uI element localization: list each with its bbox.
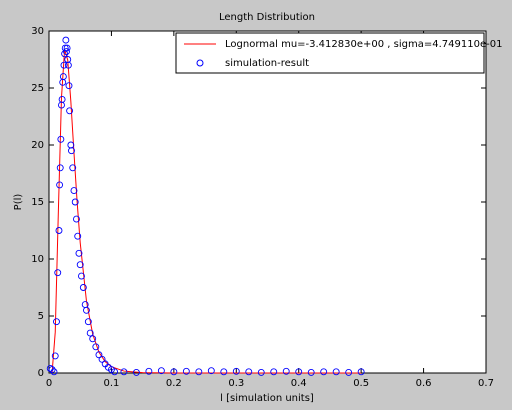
data-point <box>157 367 165 375</box>
data-point <box>89 335 97 343</box>
x-tick-label: 0.6 <box>416 378 432 389</box>
data-point <box>220 368 228 376</box>
data-point <box>95 351 103 359</box>
data-point <box>51 352 59 360</box>
y-tick-label: 15 <box>31 197 44 208</box>
data-point <box>53 318 60 326</box>
y-tick-label: 10 <box>31 254 44 265</box>
data-point <box>257 368 265 376</box>
data-point <box>78 272 85 280</box>
data-point <box>170 368 178 376</box>
data-point <box>120 368 128 376</box>
data-point <box>332 368 340 376</box>
data-point <box>75 249 83 257</box>
data-point <box>145 367 153 375</box>
data-point <box>46 364 54 372</box>
x-axis-label: l [simulation units] <box>220 393 314 404</box>
data-point <box>74 232 82 240</box>
y-tick-label: 5 <box>38 311 44 322</box>
data-point <box>207 367 215 375</box>
y-tick-label: 30 <box>31 26 44 37</box>
data-point <box>71 198 79 206</box>
legend-box <box>175 32 485 74</box>
data-point <box>56 164 64 172</box>
data-point <box>86 329 94 337</box>
legend-label: Lognormal mu=-3.412830e+00 , sigma=4.749… <box>225 39 502 50</box>
data-point <box>111 368 119 376</box>
data-point <box>61 44 69 52</box>
data-point <box>68 147 75 155</box>
data-point <box>58 95 66 103</box>
data-point <box>79 284 87 291</box>
data-point <box>92 343 100 351</box>
data-point <box>63 48 70 55</box>
data-point <box>60 61 68 69</box>
data-point <box>84 318 92 326</box>
data-point <box>295 368 303 376</box>
data-point <box>62 36 70 44</box>
data-point <box>345 368 353 376</box>
data-point <box>245 368 253 376</box>
data-point <box>57 135 65 143</box>
data-point <box>70 187 78 195</box>
data-point <box>83 306 90 314</box>
data-point <box>132 368 140 376</box>
data-point <box>76 261 84 269</box>
data-point <box>98 355 106 363</box>
y-tick-label: 0 <box>38 368 44 379</box>
data-point <box>56 181 64 189</box>
data-point <box>182 367 190 375</box>
data-point <box>282 367 290 375</box>
x-tick-label: 0.3 <box>228 378 244 389</box>
data-point <box>54 269 62 277</box>
data-point <box>73 215 80 223</box>
data-point <box>64 61 72 69</box>
x-tick-label: 0.4 <box>291 378 307 389</box>
legend-swatch <box>196 59 204 67</box>
y-axis-label: P(l) <box>13 194 24 211</box>
data-point <box>59 73 67 81</box>
data-point <box>307 368 315 376</box>
x-tick-label: 0.2 <box>166 378 182 389</box>
data-point <box>69 164 77 172</box>
y-tick-label: 20 <box>31 140 44 151</box>
data-point <box>320 368 328 376</box>
y-tick-label: 25 <box>31 83 44 94</box>
data-point <box>48 366 56 374</box>
data-point <box>195 368 203 376</box>
data-point <box>65 82 73 90</box>
data-point <box>232 367 240 375</box>
chart-title: Length Distribution <box>219 12 315 23</box>
data-point <box>55 227 63 234</box>
x-tick-label: 0.1 <box>103 378 119 389</box>
data-point <box>50 368 58 376</box>
plot-area <box>48 30 487 374</box>
legend-label: simulation-result <box>225 58 309 69</box>
x-tick-label: 0.5 <box>353 378 369 389</box>
data-point <box>66 107 74 115</box>
data-point <box>357 368 365 376</box>
data-point <box>270 368 278 376</box>
x-tick-label: 0.7 <box>478 378 494 389</box>
x-tick-label: 0 <box>46 378 52 389</box>
data-point <box>63 44 71 52</box>
